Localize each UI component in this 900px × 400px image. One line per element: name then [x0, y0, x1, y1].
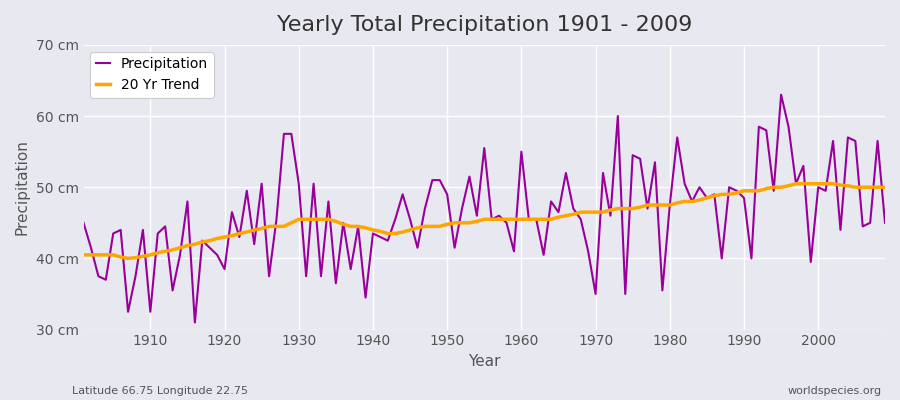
- 20 Yr Trend: [790, 181, 801, 186]
- Title: Yearly Total Precipitation 1901 - 2009: Yearly Total Precipitation 1901 - 2009: [276, 15, 692, 35]
- Text: Latitude 66.75 Longitude 22.75: Latitude 66.75 Longitude 22.75: [72, 386, 248, 396]
- 20 Yr Trend: [78, 252, 89, 257]
- Text: worldspecies.org: worldspecies.org: [788, 386, 882, 396]
- Line: 20 Yr Trend: 20 Yr Trend: [84, 184, 885, 258]
- Precipitation: [190, 320, 201, 325]
- Precipitation: [776, 92, 787, 97]
- Precipitation: [308, 181, 319, 186]
- 20 Yr Trend: [879, 185, 890, 190]
- 20 Yr Trend: [524, 217, 535, 222]
- Precipitation: [353, 224, 364, 229]
- 20 Yr Trend: [145, 252, 156, 257]
- Precipitation: [879, 220, 890, 225]
- Precipitation: [612, 114, 623, 118]
- 20 Yr Trend: [353, 224, 364, 229]
- Precipitation: [78, 220, 89, 225]
- Precipitation: [516, 149, 526, 154]
- 20 Yr Trend: [122, 256, 133, 261]
- Line: Precipitation: Precipitation: [84, 95, 885, 322]
- Y-axis label: Precipitation: Precipitation: [15, 139, 30, 235]
- X-axis label: Year: Year: [468, 354, 500, 369]
- 20 Yr Trend: [612, 206, 623, 211]
- Legend: Precipitation, 20 Yr Trend: Precipitation, 20 Yr Trend: [91, 52, 213, 98]
- Precipitation: [138, 228, 148, 232]
- 20 Yr Trend: [308, 217, 319, 222]
- Precipitation: [524, 217, 535, 222]
- 20 Yr Trend: [516, 217, 526, 222]
